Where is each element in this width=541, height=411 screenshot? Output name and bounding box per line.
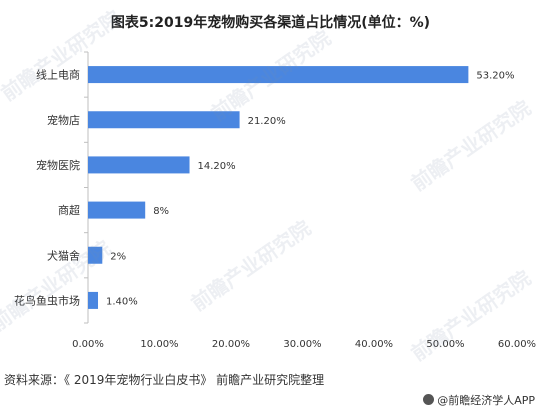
bar [88,291,99,309]
chart-title: 图表5:2019年宠物购买各渠道占比情况(单位：%) [110,15,431,31]
source-note: 资料来源：《 2019年宠物行业白皮书》 前瞻产业研究院整理 [4,373,325,387]
category-label: 线上电商 [36,68,80,82]
x-tick-label: 20.00% [212,339,250,350]
logo-icon [423,394,435,405]
x-tick-label: 10.00% [140,339,178,350]
credit-text: @前瞻经济学人APP [437,394,535,407]
data-label: 14.20% [198,161,236,172]
x-tick-label: 40.00% [355,339,393,350]
data-label: 53.20% [476,71,514,82]
data-label: 2% [110,251,126,262]
category-label: 商超 [58,203,80,217]
x-tick-label: 60.00% [498,339,536,350]
data-label: 8% [153,206,169,217]
bar [88,66,469,84]
x-tick-label: 50.00% [426,339,464,350]
bar [88,201,146,219]
category-label: 宠物店 [47,113,80,127]
bar [88,246,103,264]
data-label: 1.40% [106,296,138,307]
category-label: 宠物医院 [36,158,80,172]
category-label: 犬猫舍 [47,248,80,262]
bar [88,156,190,174]
credit: @前瞻经济学人APP [423,392,535,408]
x-tick-label: 30.00% [283,339,321,350]
x-tick-label: 0.00% [72,339,104,350]
category-label: 花鸟鱼虫市场 [14,293,80,307]
bar [88,111,240,129]
data-label: 21.20% [248,116,286,127]
